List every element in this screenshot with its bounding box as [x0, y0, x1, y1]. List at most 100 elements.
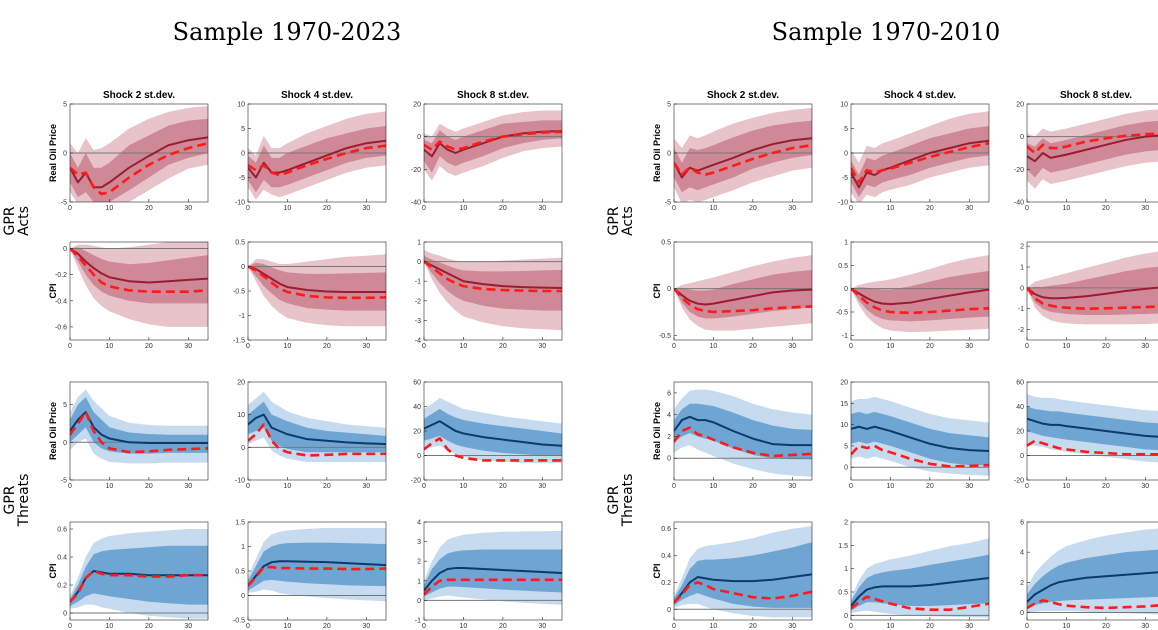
group-label-line1: GPR	[606, 206, 622, 235]
x-tick-label: 0	[1025, 623, 1029, 630]
y-tick-label: 20	[1016, 429, 1024, 436]
median-response-line	[70, 136, 208, 189]
x-tick-label: 30	[1141, 623, 1149, 630]
inner-confidence-band	[851, 126, 989, 198]
x-tick-label: 10	[106, 205, 114, 212]
median-response-line	[70, 247, 208, 284]
x-tick-label: 10	[284, 483, 292, 490]
axes-frame	[1026, 103, 1158, 203]
y-tick-label: -1	[239, 313, 245, 320]
median-response-line	[674, 287, 812, 306]
y-tick-label: 5	[63, 102, 67, 109]
dashed-response-line	[248, 423, 386, 457]
x-tick-label: 30	[362, 205, 370, 212]
panel: 0 10 20 30 -40 -20 0 20	[411, 102, 563, 212]
axes-frame	[247, 381, 387, 481]
panel: 0 10 20 30 -10 -5 0 5 10	[235, 102, 387, 212]
y-tick-label: 0	[241, 264, 245, 271]
x-tick-label: 20	[1102, 343, 1110, 350]
y-tick-label: 2	[844, 520, 848, 527]
group-label-line2: Acts	[16, 206, 32, 236]
y-tick-label: 1.5	[235, 520, 245, 527]
y-tick-label: 0	[667, 286, 671, 293]
x-tick-label: 30	[362, 483, 370, 490]
axes-frame	[423, 521, 563, 621]
y-tick-label: 0.5	[235, 569, 245, 576]
y-tick-label: 5	[844, 126, 848, 133]
x-tick-label: 20	[323, 623, 331, 630]
x-tick-label: 10	[710, 205, 718, 212]
x-tick-label: 20	[926, 205, 934, 212]
y-tick-label: 2	[417, 559, 421, 566]
dashed-response-line	[70, 410, 208, 454]
y-tick-label: 0	[1020, 610, 1024, 617]
y-tick-label: 15	[840, 401, 848, 408]
y-tick-label: 0	[417, 598, 421, 605]
x-tick-label: 0	[849, 623, 853, 630]
y-tick-label: 5	[63, 402, 67, 409]
panel: 0 10 20 30 -10 -5 0 5 10	[838, 102, 990, 212]
x-tick-label: 30	[184, 205, 192, 212]
y-tick-label: -5	[842, 175, 848, 182]
y-tick-label: -0.5	[233, 289, 245, 296]
y-tick-label: 0	[241, 151, 245, 158]
y-tick-label: 0	[241, 445, 245, 452]
y-tick-label: -5	[61, 478, 67, 485]
x-tick-label: 10	[887, 623, 895, 630]
inner-confidence-band	[248, 401, 386, 453]
x-tick-label: 10	[284, 205, 292, 212]
panel: 0 10 20 30 0 0.2 0.4 0.6 CPI	[48, 521, 209, 630]
y-tick-label: 40	[413, 404, 421, 411]
variable-label: Real Oil Price	[652, 124, 662, 182]
column-title: Shock 8 st.dev.	[457, 90, 529, 101]
y-tick-label: 0.2	[57, 583, 67, 590]
x-tick-label: 10	[1063, 343, 1071, 350]
y-tick-label: 2	[1020, 244, 1024, 251]
x-tick-label: 10	[106, 623, 114, 630]
y-tick-label: -20	[1014, 167, 1024, 174]
y-tick-label: 0	[417, 453, 421, 460]
median-response-line	[424, 260, 562, 290]
inner-confidence-band	[851, 270, 989, 322]
x-tick-label: 10	[106, 343, 114, 350]
variable-label: Real Oil Price	[652, 402, 662, 460]
x-tick-label: 30	[788, 623, 796, 630]
dashed-response-line	[851, 287, 989, 315]
axes-frame	[850, 381, 990, 481]
dashed-response-line	[1027, 132, 1158, 155]
y-tick-label: 10	[840, 102, 848, 109]
median-response-line	[70, 411, 208, 445]
inner-confidence-band	[70, 247, 208, 304]
y-tick-label: 0	[667, 151, 671, 158]
x-tick-label: 10	[284, 343, 292, 350]
dashed-response-line	[674, 426, 812, 458]
y-tick-label: -0.6	[55, 324, 67, 331]
dashed-response-line	[1027, 439, 1158, 456]
panel: 0 10 20 30 0 2 4 6 Real Oil Price	[652, 381, 813, 490]
median-response-line	[248, 413, 386, 446]
x-tick-label: 10	[460, 205, 468, 212]
x-tick-label: 30	[965, 483, 973, 490]
axes-frame	[673, 241, 813, 341]
y-tick-label: 2	[1020, 580, 1024, 587]
y-tick-label: 0	[417, 134, 421, 141]
y-tick-label: 0	[63, 440, 67, 447]
x-tick-label: 0	[422, 205, 426, 212]
y-tick-label: 5	[241, 126, 245, 133]
y-tick-label: -0.5	[233, 618, 245, 625]
y-tick-label: 0.5	[235, 240, 245, 247]
panel: 0 10 20 30-0.500.511.5	[233, 520, 387, 630]
y-tick-label: 10	[237, 102, 245, 109]
dashed-response-line	[1027, 287, 1158, 311]
inner-confidence-band	[1027, 266, 1158, 315]
y-tick-label: 0	[844, 286, 848, 293]
variable-label: Real Oil Price	[48, 402, 58, 460]
x-tick-label: 0	[68, 623, 72, 630]
median-response-line	[674, 573, 812, 604]
inner-confidence-band	[424, 255, 562, 311]
x-tick-label: 20	[499, 343, 507, 350]
variable-label: CPI	[652, 563, 662, 578]
y-tick-label: 20	[237, 380, 245, 387]
y-tick-label: 0	[1020, 134, 1024, 141]
